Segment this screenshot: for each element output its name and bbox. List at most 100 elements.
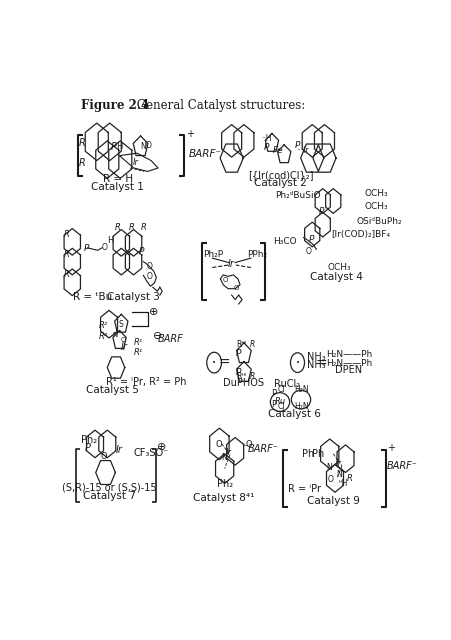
Text: ··H: ··H (261, 134, 272, 143)
Text: R²: R² (98, 321, 107, 330)
Text: PPh₂: PPh₂ (247, 250, 267, 259)
Text: ⊖: ⊖ (152, 331, 162, 341)
Text: P: P (83, 244, 89, 253)
Text: Ir: Ir (226, 448, 231, 458)
Text: P: P (294, 141, 299, 150)
Text: R: R (346, 474, 352, 483)
Text: R: R (78, 158, 85, 168)
Text: Catalyst 9: Catalyst 9 (306, 496, 359, 506)
Text: R = H: R = H (102, 174, 133, 184)
Text: P: P (85, 444, 91, 453)
Text: O: O (102, 243, 108, 252)
Text: N: N (112, 332, 118, 337)
Text: Ph: Ph (301, 449, 313, 460)
Text: Ir: Ir (116, 445, 123, 455)
Text: O: O (147, 272, 152, 281)
Text: H₃CO: H₃CO (272, 237, 296, 246)
Text: R: R (250, 340, 255, 349)
Text: R: R (140, 223, 146, 232)
Text: BARF⁻: BARF⁻ (188, 149, 221, 159)
Text: O: O (100, 452, 107, 461)
Text: P: P (235, 368, 241, 377)
Text: RuCl₂: RuCl₂ (273, 380, 299, 389)
Text: H₂N——Ph: H₂N——Ph (326, 349, 372, 358)
Text: Cl: Cl (276, 403, 284, 412)
Text: N: N (326, 463, 331, 472)
Text: P: P (270, 400, 276, 409)
Text: R²: R² (98, 332, 107, 341)
Text: Catalyst 7: Catalyst 7 (83, 491, 135, 501)
Text: O: O (327, 476, 333, 484)
Text: ···Ir: ···Ir (296, 146, 308, 155)
Text: BARF⁻: BARF⁻ (247, 444, 278, 454)
Text: OSiᵈBuPh₂: OSiᵈBuPh₂ (355, 217, 401, 226)
Text: R: R (250, 372, 255, 381)
Text: H₂N: H₂N (294, 385, 308, 394)
Text: BARF: BARF (158, 334, 184, 344)
Text: R¹: R¹ (134, 348, 143, 357)
Text: =: = (315, 356, 327, 371)
Text: Catalyst 3: Catalyst 3 (107, 292, 160, 302)
Text: O: O (216, 440, 222, 449)
Text: (S,R)-15 or (S,S)-15: (S,R)-15 or (S,S)-15 (62, 483, 156, 493)
Text: OCH₃: OCH₃ (363, 189, 387, 198)
Text: Catalyst 2: Catalyst 2 (254, 178, 306, 188)
Text: R = ⁱPr: R = ⁱPr (287, 484, 320, 494)
Text: P: P (138, 247, 144, 256)
Text: NH₃: NH₃ (306, 360, 325, 369)
Text: N: N (335, 470, 341, 479)
Text: [{Ir(cod)Cl}₂]: [{Ir(cod)Cl}₂] (248, 170, 313, 180)
Text: P: P (263, 143, 269, 152)
Text: •: • (295, 360, 299, 365)
Text: =: = (218, 356, 229, 370)
Text: OCH₃: OCH₃ (327, 263, 351, 272)
Text: S: S (119, 320, 124, 329)
Text: N: N (140, 142, 146, 151)
Text: Ph₂: Ph₂ (81, 435, 97, 445)
Text: +: + (387, 444, 394, 453)
Text: P: P (308, 235, 313, 244)
Text: BARF⁻: BARF⁻ (386, 461, 416, 470)
Text: H₂N——Ph: H₂N——Ph (326, 358, 372, 367)
Text: ⊕: ⊕ (157, 442, 166, 452)
Text: General Catalyst structures:: General Catalyst structures: (133, 99, 304, 112)
Text: [Ir(COD)₂]BF₄: [Ir(COD)₂]BF₄ (331, 230, 390, 239)
Text: Ph₂P: Ph₂P (202, 250, 222, 259)
Text: Figure 2.4: Figure 2.4 (81, 99, 149, 112)
Text: ᴴH: ᴴH (338, 479, 347, 488)
Text: H: H (115, 142, 122, 151)
Text: Ph₂: Ph₂ (216, 479, 233, 490)
Text: O: O (233, 285, 238, 291)
Text: Ir: Ir (335, 459, 341, 468)
Text: R: R (128, 223, 134, 232)
Text: Catalyst 5: Catalyst 5 (86, 385, 138, 395)
Text: P: P (235, 349, 241, 358)
Text: P: P (270, 389, 276, 398)
Text: H: H (107, 236, 113, 245)
Text: OCH₃: OCH₃ (363, 202, 387, 211)
Text: R: R (114, 223, 120, 232)
Text: R = ᵗBu: R = ᵗBu (73, 292, 112, 302)
Text: O: O (147, 262, 152, 271)
Text: Catalyst 1: Catalyst 1 (91, 182, 144, 192)
Text: Catalyst 4: Catalyst 4 (310, 272, 362, 282)
Text: R: R (64, 270, 70, 280)
Text: P: P (318, 207, 323, 216)
Text: ⊕: ⊕ (149, 307, 158, 317)
Text: Cl: Cl (276, 385, 284, 394)
Text: O: O (222, 277, 227, 284)
Text: Rᴴᴵ: Rᴴᴵ (235, 372, 246, 381)
Text: O: O (304, 247, 310, 256)
Text: R: R (64, 250, 70, 259)
Text: P: P (110, 142, 116, 152)
Text: Ph₂ᵈBuSiO: Ph₂ᵈBuSiO (275, 191, 320, 200)
Text: R: R (64, 230, 70, 239)
Text: DPEN: DPEN (335, 365, 362, 376)
Text: R¹: R¹ (134, 339, 143, 348)
Text: Ir: Ir (120, 342, 127, 352)
Text: R¹ = ⁱPr, R² = Ph: R¹ = ⁱPr, R² = Ph (106, 377, 186, 387)
Text: +: + (186, 129, 193, 139)
Text: Rᴴᴵ: Rᴴᴵ (235, 340, 246, 349)
Text: O: O (245, 440, 252, 449)
Text: Ph: Ph (312, 449, 324, 460)
